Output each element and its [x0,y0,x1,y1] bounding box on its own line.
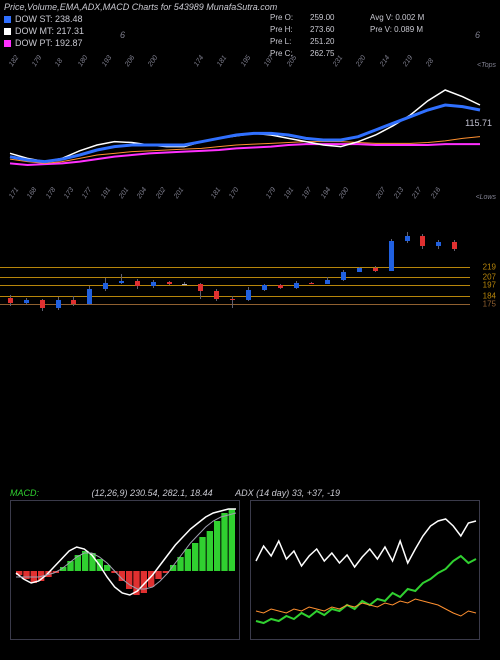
x-tick: 207 [375,186,387,200]
x-tick: 214 [379,54,391,68]
x-tick: 197 [301,186,313,200]
pre-row: Pre O:259.00 [270,12,334,24]
x-tick: 191 [100,186,112,200]
macd-hist-bar [192,543,198,571]
x-tick: 177 [81,186,93,200]
h-ref-line [0,296,470,297]
x-tick: 193 [101,54,113,68]
x-tick: 206 [124,54,136,68]
x-tick: 182 [8,54,20,68]
legend-text: DOW ST: 238.48 [15,14,83,24]
x-tick: 18 [54,58,64,68]
avg-row: Pre V: 0.089 M [370,24,424,36]
macd-hist-bar [155,571,161,579]
legend-row: 6 [120,30,125,40]
adx-line [256,556,476,623]
x-ticks-mid: 1711681781731771912012042022011811701791… [0,196,500,208]
adx-name: ADX [235,488,254,498]
h-ref-label: 175 [483,299,496,308]
x-tick: 213 [393,186,405,200]
x-tick: 201 [118,186,130,200]
right-far-marker: 6 [475,30,480,40]
macd-hist-bar [199,537,205,571]
avg-row: Avg V: 0.002 M [370,12,424,24]
x-tick: 200 [147,54,159,68]
ema-line [10,105,480,162]
macd-name: MACD: [10,488,39,498]
x-tick: 179 [31,54,43,68]
x-tick: 173 [63,186,75,200]
x-tick: 168 [26,186,38,200]
h-ref-line [0,285,470,286]
x-tick: 170 [228,186,240,200]
macd-hist-bar [214,521,220,571]
adx-panel [250,500,480,640]
pre-row: Pre C:262.75 [270,48,334,60]
ema-panel [0,80,500,180]
x-tick: 195 [240,54,252,68]
macd-hist-bar [229,509,235,571]
ema-line [10,90,480,162]
h-ref-label: 219 [483,262,496,271]
h-ref-line [0,304,470,305]
pre-row: Pre H:273.60 [270,24,334,36]
adx-line [256,599,476,616]
macd-hist-bar [207,531,213,571]
adx-line [256,519,476,567]
legend-swatch [4,16,11,23]
x-tick: 181 [210,186,222,200]
x-tick: 178 [45,186,57,200]
x-tick: 174 [193,54,205,68]
avg-vol-block: Avg V: 0.002 MPre V: 0.089 M [370,12,424,36]
x-tick: 171 [8,186,20,200]
x-tick: 200 [338,186,350,200]
x-ticks-top: 1821791818019320620017418119519720523122… [0,64,500,76]
macd-params: (12,26,9) 230.54, 282.1, 18.44 [92,488,213,498]
x-tick: 220 [355,54,367,68]
x-tick: 180 [77,54,89,68]
macd-hist-bar [23,571,29,579]
legend-text: 6 [120,30,125,40]
legend-swatch [4,28,11,35]
x-tick: 217 [411,186,423,200]
macd-hist-bar [185,549,191,571]
pre-row: Pre L:251.20 [270,36,334,48]
x-tick: 197 [263,54,275,68]
legend-row: DOW ST: 238.48 [4,14,83,24]
adx-params: (14 day) 33, +37, -19 [256,488,340,498]
x-tick: 202 [155,186,167,200]
x-tick: 28 [425,58,435,68]
h-ref-label: 197 [483,281,496,290]
x-tick: 201 [173,186,185,200]
h-ref-line [0,267,470,268]
ohlc-pre-block: Pre O:259.00Pre H:273.60Pre L:251.20Pre … [270,12,334,60]
legend-row: DOW MT: 217.31 [4,26,84,36]
x-tick: 179 [265,186,277,200]
x-tick: 194 [320,186,332,200]
legend-text: DOW PT: 192.87 [15,38,83,48]
legend-swatch [4,40,11,47]
lows-label: <Lows [476,194,496,201]
x-tick: 219 [402,54,414,68]
tops-label: <Tops [477,62,496,69]
h-ref-line [0,277,470,278]
price-tag: 115.71 [465,118,492,128]
macd-hist-bar [221,513,227,571]
x-tick: 216 [430,186,442,200]
x-tick: 204 [136,186,148,200]
price-panel: 219207197184175 [0,215,500,325]
x-tick: 181 [216,54,228,68]
chart-title: Price,Volume,EMA,ADX,MACD Charts for 543… [4,2,277,12]
legend-row: DOW PT: 192.87 [4,38,83,48]
x-tick: 191 [283,186,295,200]
legend-text: DOW MT: 217.31 [15,26,84,36]
macd-panel [10,500,240,640]
macd-label: MACD: (12,26,9) 230.54, 282.1, 18.44 ADX… [10,488,340,498]
